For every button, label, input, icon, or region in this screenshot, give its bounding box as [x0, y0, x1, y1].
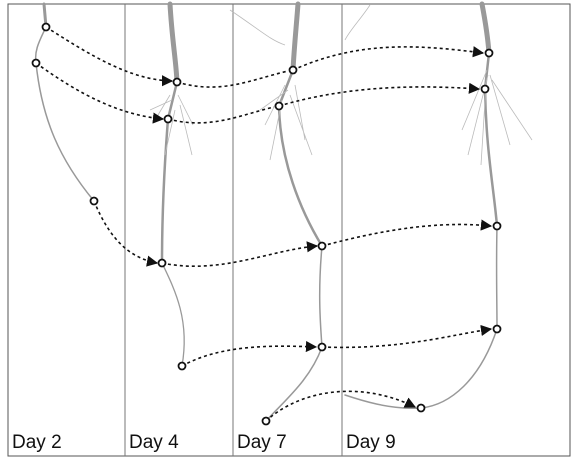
panel-label: Day 4: [129, 432, 179, 453]
panel-label: Day 9: [346, 432, 396, 453]
panel-label: Day 2: [12, 432, 62, 453]
panel-label: Day 7: [237, 432, 287, 453]
figure: Day 2 Day 4 Day 7 Day 9: [0, 0, 574, 459]
